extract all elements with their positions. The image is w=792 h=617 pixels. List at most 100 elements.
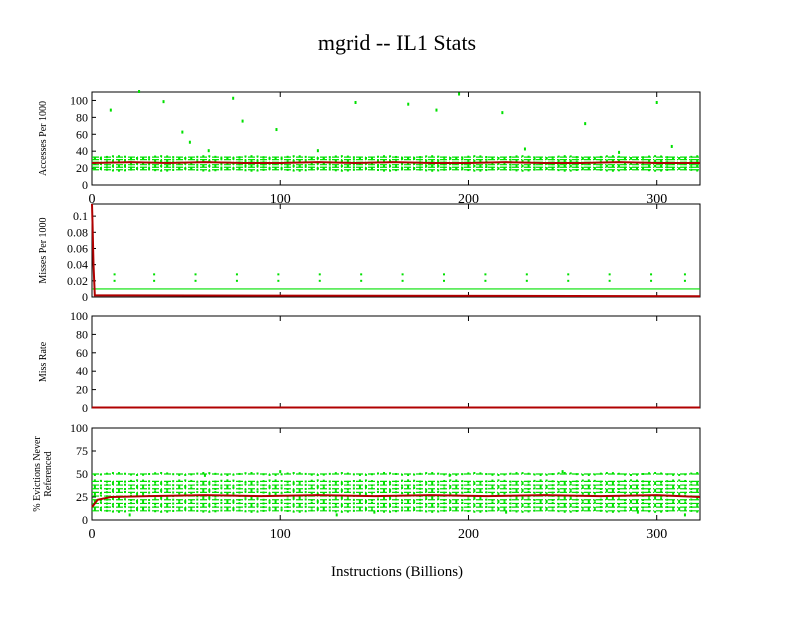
sample-point [268, 166, 271, 169]
sample-point [563, 169, 566, 172]
sample-point [389, 488, 392, 491]
sample-point [274, 157, 277, 160]
y-tick-label: 60 [76, 127, 88, 141]
sample-point [593, 166, 596, 169]
sample-point [383, 505, 386, 508]
sample-point [184, 473, 187, 476]
sample-point [358, 156, 361, 159]
sample-point [690, 163, 693, 166]
sample-point [527, 505, 530, 508]
sample-point [172, 473, 175, 476]
sample-point [672, 484, 675, 487]
sample-point [190, 473, 193, 476]
sample-point [274, 473, 277, 476]
sample-point [696, 505, 699, 508]
sample-point [232, 501, 235, 504]
sample-point [557, 481, 560, 484]
sample-point [244, 481, 247, 484]
sample-point [117, 505, 120, 508]
sample-point [672, 168, 675, 171]
sample-point [310, 166, 313, 169]
sample-point [99, 163, 102, 166]
sample-point [117, 483, 120, 486]
sample-point [485, 473, 488, 476]
sample-point [184, 507, 187, 510]
sample-point [539, 167, 542, 170]
sample-point [352, 166, 355, 169]
sample-point [334, 481, 337, 484]
sample-point [521, 488, 524, 491]
sample-point [551, 473, 554, 476]
sample-point [166, 483, 169, 486]
sample-point [497, 486, 500, 489]
sample-point [232, 473, 235, 476]
sample-point [539, 479, 542, 482]
sample-point [286, 158, 289, 161]
sample-point [322, 162, 325, 165]
sample-point [124, 159, 126, 162]
sample-point [455, 479, 458, 482]
sample-point [684, 168, 687, 171]
sample-point [485, 510, 488, 513]
sample-point [503, 158, 506, 161]
sample-point [346, 159, 349, 162]
sample-point [334, 159, 337, 162]
x-tick-label: 300 [646, 192, 667, 207]
sample-point [629, 492, 632, 495]
sample-point [660, 155, 663, 158]
sample-point [172, 484, 175, 487]
sample-point [232, 508, 235, 511]
sample-point [130, 479, 133, 482]
sample-point [142, 479, 145, 482]
sample-point [545, 501, 548, 504]
sample-point [690, 168, 693, 171]
sample-point [593, 484, 596, 487]
sample-point [310, 509, 313, 512]
sample-point [443, 506, 446, 509]
sample-point [407, 479, 410, 482]
sample-point [208, 496, 211, 499]
sample-point [437, 503, 440, 506]
sample-point [154, 498, 157, 501]
sample-point [473, 483, 476, 486]
sample-point [202, 472, 205, 475]
sample-point [654, 483, 657, 486]
sample-point [130, 484, 133, 487]
sample-point [563, 483, 566, 486]
sample-point [316, 492, 319, 495]
sample-point [383, 490, 386, 493]
sample-point [660, 164, 663, 167]
sample-point [660, 160, 663, 163]
sample-point [286, 483, 289, 486]
sample-series [92, 90, 700, 172]
sample-point [166, 165, 169, 168]
sample-point [617, 164, 620, 167]
sample-point [443, 166, 446, 169]
y-tick-label: 0 [82, 401, 88, 415]
sample-point [605, 503, 608, 506]
y-tick-label: 80 [76, 110, 88, 124]
sample-point [515, 503, 518, 506]
sample-point [569, 488, 572, 491]
sample-point [419, 498, 422, 501]
sample-point [172, 166, 175, 169]
sample-point [623, 473, 626, 476]
sample-point [148, 506, 151, 509]
sample-point [696, 159, 699, 162]
sample-point [196, 498, 199, 501]
sample-point [286, 168, 289, 171]
sample-point [184, 486, 187, 489]
sample-point [286, 163, 289, 166]
sample-point [130, 163, 133, 166]
sample-point [401, 163, 404, 166]
sample-point [178, 501, 181, 504]
sample-point [666, 156, 669, 159]
sample-point [678, 473, 681, 476]
sample-point [581, 163, 584, 166]
sample-point [304, 498, 307, 501]
sample-point [256, 169, 259, 172]
sample-point [238, 163, 241, 166]
sample-point [376, 163, 379, 166]
sample-point [485, 163, 488, 166]
sample-point [370, 491, 373, 494]
